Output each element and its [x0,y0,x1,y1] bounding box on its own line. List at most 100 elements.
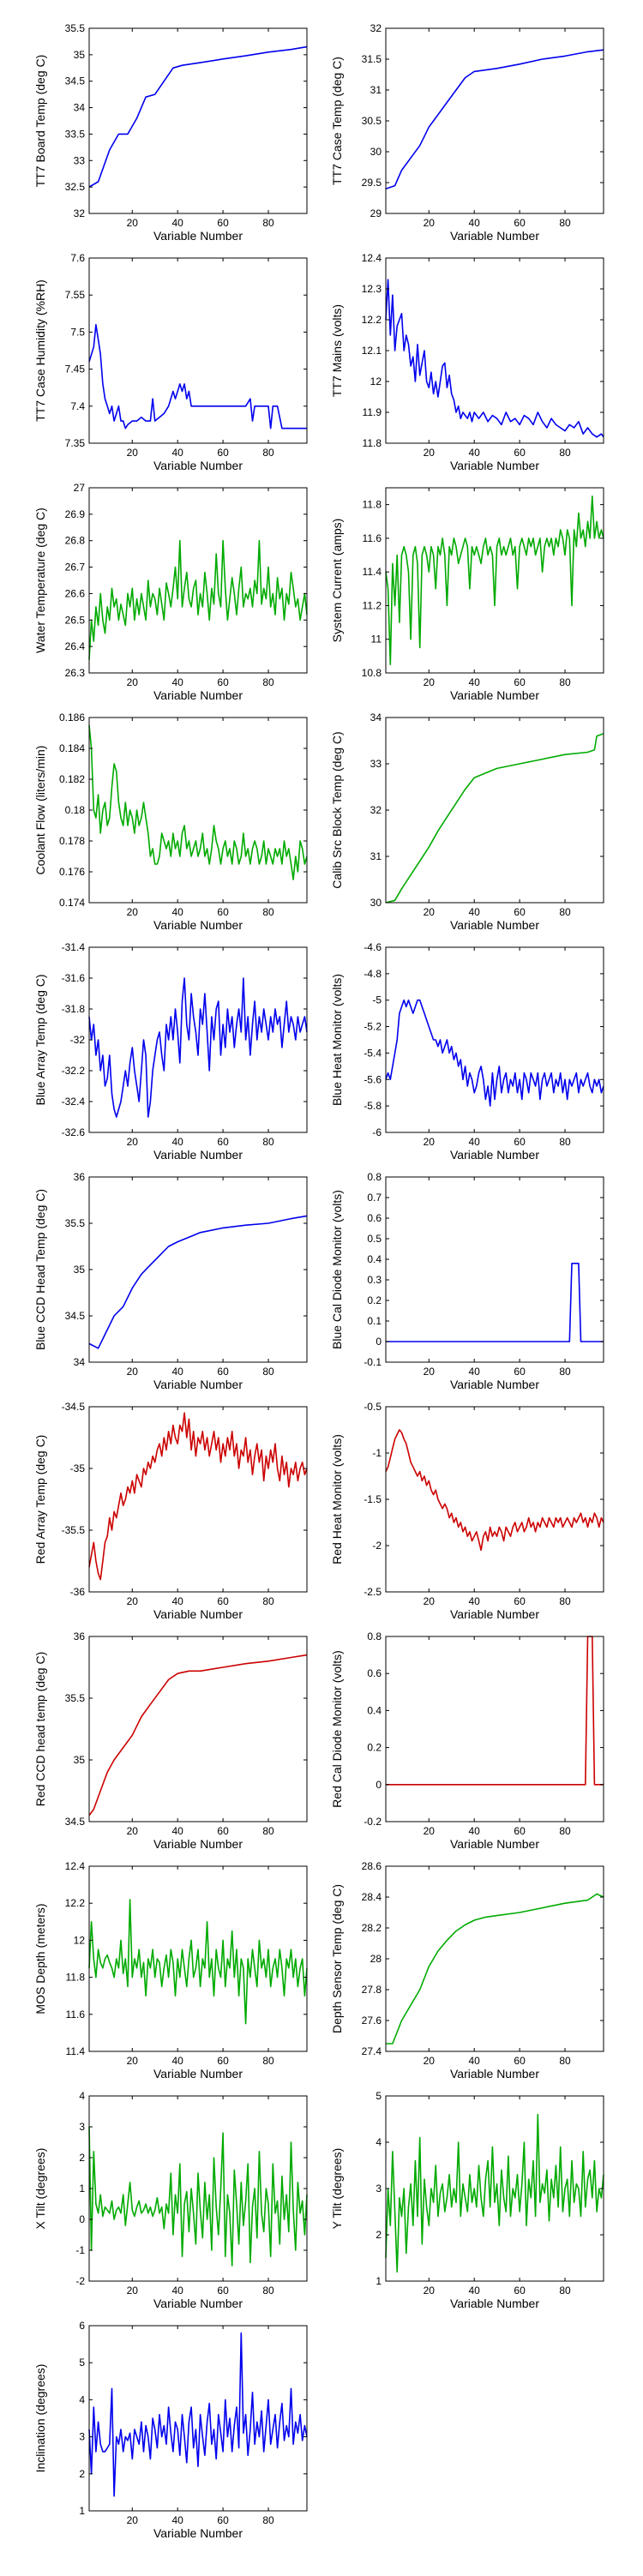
x-tick-label: 20 [127,217,139,229]
series-line [88,539,308,660]
x-tick-label: 80 [559,2285,571,2297]
y-axis-label: TT7 Mains (volts) [330,304,344,397]
y-tick-label: 0.7 [367,1192,382,1204]
y-tick-label: 29 [370,207,382,219]
chart-panel: -0.1 0 0.1 0.2 0.3 0.4 0.5 0.6 0.7 0.8 20 40 60 80 Var… [330,1171,604,1391]
x-tick-label: 80 [559,217,571,229]
y-tick-label: 26.9 [65,508,86,520]
y-tick-label: -0.5 [364,1401,382,1413]
y-tick-label: 4 [376,2136,382,2148]
x-tick-label: 60 [217,2285,229,2297]
chart-panel: -31.4 -31.6 -31.8 -32 -32.2 -32.4 -32.6 20 40 60 8… [33,941,308,1162]
y-tick-label: 30 [370,897,382,909]
x-tick-label: 80 [559,1825,571,1837]
y-tick-label: 34.5 [65,1816,86,1828]
plot-frame [88,946,308,1133]
y-tick-label: 26.3 [65,667,86,679]
y-tick-label: 0.176 [59,866,85,878]
y-tick-label: 30.5 [362,115,382,127]
x-tick-label: 20 [424,447,436,459]
y-axis-label: MOS Depth (meters) [33,1903,47,2014]
y-tick-label: 0.8 [367,1171,382,1183]
x-tick-label: 40 [469,1595,481,1607]
y-tick-label: 1 [79,2183,85,2195]
x-tick-label: 40 [469,217,481,229]
y-tick-label: 27.4 [362,2045,382,2057]
plot-frame [385,27,604,214]
y-tick-label: 26.8 [65,535,86,547]
x-tick-label: 60 [217,1366,229,1378]
series-line [386,1893,604,2045]
y-tick-label: -36 [70,1586,86,1598]
x-tick-label: 20 [424,1366,436,1378]
x-axis-label: Variable Number [450,1607,539,1621]
chart-panel: 1 2 3 4 5 6 20 40 60 80 Variable Number Inclination… [33,2320,308,2540]
y-axis-label: Calib Src Block Temp (deg C) [330,731,344,888]
series-line [385,1429,604,1552]
chart-panel: 32 32.5 33 33.5 34 34.5 35 35.5 20 40 60 80 Variable… [33,22,308,243]
y-tick-label: 7.5 [70,326,85,338]
x-tick-label: 40 [469,2285,481,2297]
x-tick-label: 60 [217,1825,229,1837]
x-tick-label: 80 [262,906,274,918]
x-tick-label: 20 [127,1366,139,1378]
plot-frame [88,1636,308,1822]
y-tick-label: 11.4 [363,566,382,578]
y-tick-label: 35.5 [65,1692,86,1704]
x-tick-label: 60 [514,1366,526,1378]
chart-panel: 29 29.5 30 30.5 31 31.5 32 20 40 60 80 Variable Num… [330,22,604,243]
y-tick-label: 28.2 [362,1922,382,1934]
x-tick-label: 60 [217,1595,229,1607]
chart-panel: -4.6 -4.8 -5 -5.2 -5.4 -5.6 -5.8 -6 20 40 60 80 Vari… [330,941,604,1162]
series-line [88,1412,308,1581]
y-tick-label: 26.4 [65,640,86,652]
x-axis-label: Variable Number [153,1148,243,1162]
y-tick-label: 35 [74,1754,86,1766]
y-tick-label: 0 [79,2213,85,2225]
y-tick-label: -5.4 [364,1047,382,1059]
plot-frame [88,717,308,904]
y-tick-label: -32.4 [62,1096,86,1108]
x-tick-label: 80 [262,447,274,459]
y-tick-label: 0.184 [59,742,85,754]
series-line [88,977,308,1118]
y-tick-label: 1 [79,2505,85,2517]
y-tick-label: 26.7 [65,561,86,573]
y-tick-label: 0.6 [367,1212,382,1224]
x-axis-label: Variable Number [153,1837,243,1851]
x-tick-label: 20 [127,1595,139,1607]
y-tick-label: 27 [74,482,86,494]
chart-panel: -34.5 -35 -35.5 -36 20 40 60 80 Variable Number R… [33,1401,308,1621]
x-tick-label: 20 [424,906,436,918]
y-tick-label: -2.5 [364,1586,382,1598]
y-tick-label: -2 [372,1540,382,1552]
y-tick-label: 0 [376,1779,382,1791]
x-tick-label: 20 [424,1595,436,1607]
y-tick-label: 0.186 [59,712,85,724]
y-tick-label: 7.35 [65,437,86,449]
y-tick-label: 32 [370,22,382,34]
y-tick-label: 31 [370,850,382,862]
chart-panel: 1 2 3 4 5 20 40 60 80 Variable Number Y Tilt (degr… [330,2090,604,2310]
x-tick-label: 60 [514,906,526,918]
y-tick-label: 29.5 [362,177,382,189]
y-tick-label: 11.2 [363,599,382,611]
y-tick-label: 32 [74,207,86,219]
x-tick-label: 40 [172,2285,184,2297]
x-tick-label: 20 [127,2514,139,2526]
y-tick-label: -31.8 [62,1003,86,1015]
x-axis-label: Variable Number [153,2067,243,2081]
y-tick-label: 26.5 [65,614,86,626]
x-tick-label: 80 [262,1136,274,1148]
series-line [386,1636,604,1786]
y-tick-label: -4.8 [364,968,382,980]
y-tick-label: 12.2 [65,1897,86,1909]
y-axis-label: Depth Sensor Temp (deg C) [330,1884,344,2033]
y-tick-label: 5 [376,2090,382,2102]
y-axis-label: Blue Cal Diode Monitor (volts) [330,1190,344,1349]
y-tick-label: -31.4 [62,941,86,953]
x-tick-label: 60 [514,1136,526,1148]
plot-frame [88,1406,308,1593]
x-axis-label: Variable Number [450,918,539,932]
